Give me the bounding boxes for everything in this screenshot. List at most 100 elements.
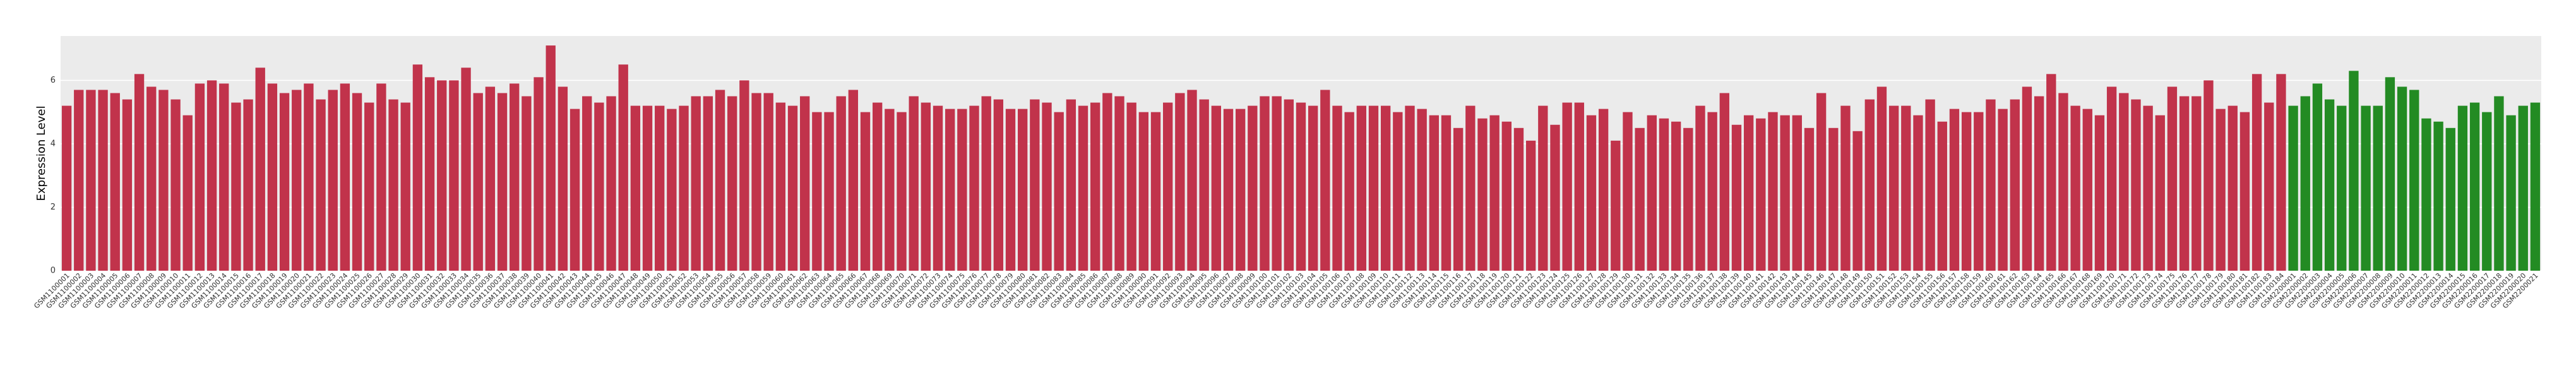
bar [2215,109,2226,271]
y-tick-label: 2 [51,203,56,212]
bar [993,99,1004,271]
bar [497,93,508,271]
y-axis-label: Expression Level [35,106,48,201]
bar [2421,118,2431,271]
bar [2203,80,2214,271]
bar [2433,121,2443,271]
bar [2300,96,2310,271]
bar [546,45,556,271]
bar [1816,93,1827,271]
bar [860,112,871,271]
bar [1611,140,1621,271]
bar [921,102,931,271]
bar [1719,93,1729,271]
bar [1876,86,1887,271]
bar [2034,96,2044,271]
bar [727,96,737,271]
bar [667,109,677,271]
bar [340,83,350,271]
bar [522,96,532,271]
bar [1743,115,1754,271]
bar [2010,99,2020,271]
bar [2530,102,2541,271]
bar [897,112,907,271]
bar [981,96,991,271]
bar [1150,112,1161,271]
bar [1659,118,1669,271]
bar [800,96,810,271]
bar [1248,105,1258,271]
bar [763,93,773,271]
bar [2349,71,2359,271]
bar [1901,105,1911,271]
y-tick-label: 4 [51,139,56,148]
bar [2082,109,2092,271]
bar [679,105,689,271]
bar [1792,115,1802,271]
bar [110,93,120,271]
bar [1368,105,1379,271]
bar [1925,99,1935,271]
bar [1986,99,1996,271]
bar [1332,105,1342,271]
bar [2385,77,2395,271]
bar [510,83,520,271]
bar [1501,121,1512,271]
bar [1489,115,1500,271]
bar [1429,115,1439,271]
bar [1393,112,1403,271]
bar [1102,93,1112,271]
bar [1550,124,1560,271]
bar [715,90,725,271]
bar [1138,112,1149,271]
bar [304,83,314,271]
bar [1223,109,1234,271]
bar [2191,96,2202,271]
bar [848,90,859,271]
bar [1320,90,1330,271]
bar [231,102,241,271]
bar [158,90,169,271]
bar [775,102,786,271]
bar [630,105,641,271]
bar [1477,118,1488,271]
bar [824,112,834,271]
bar [558,86,568,271]
bar [206,80,217,271]
bar [1768,112,1778,271]
bar [292,90,302,271]
bar [2312,83,2323,271]
bar [2227,105,2238,271]
bar [388,99,398,271]
bar [2506,115,2516,271]
bar [2482,112,2492,271]
bar [2373,105,2383,271]
bar [316,99,326,271]
bar [909,96,919,271]
bar [134,74,145,271]
bar [1453,127,1464,271]
bar [2106,86,2117,271]
bar [352,93,362,271]
bar [1054,112,1064,271]
bar [606,96,616,271]
bar [170,99,181,271]
bar [2445,127,2455,271]
bar [86,90,96,271]
bar [2457,105,2468,271]
bar [885,109,895,271]
bar [787,105,798,271]
bar [279,93,290,271]
bar [1090,102,1100,271]
bar [1066,99,1076,271]
bar [473,93,483,271]
bar [424,77,435,271]
bar [1441,115,1452,271]
bar [461,68,471,271]
bar [957,109,967,271]
bar [569,109,580,271]
bar [2288,105,2298,271]
bar [812,112,822,271]
y-tick-label: 6 [51,76,56,85]
bar [1296,102,1306,271]
